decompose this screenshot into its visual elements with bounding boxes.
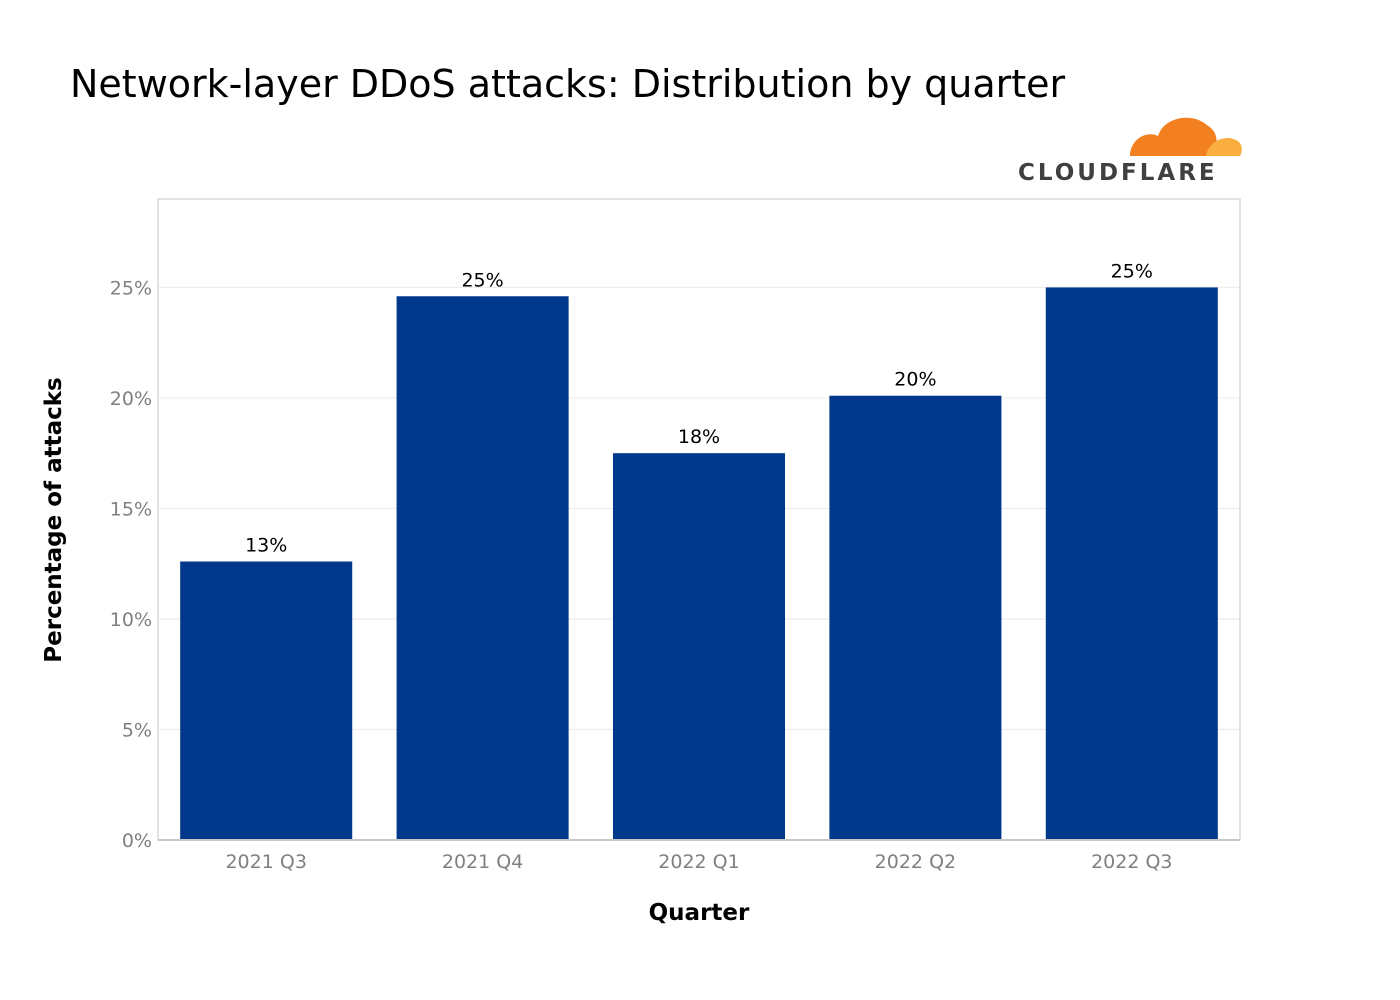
- y-tick-label: 5%: [122, 719, 152, 741]
- bar-data-label: 20%: [894, 369, 936, 391]
- bar-data-label: 25%: [1111, 260, 1153, 282]
- cloudflare-logo-text: CLOUDFLARE: [1018, 160, 1218, 186]
- y-tick-label: 15%: [110, 498, 152, 520]
- x-tick-label: 2022 Q3: [1091, 851, 1172, 873]
- bar-data-label: 25%: [461, 269, 503, 291]
- bar: [396, 296, 569, 841]
- y-axis-title: Percentage of attacks: [41, 377, 67, 662]
- y-tick-label: 10%: [110, 609, 152, 631]
- chart-title: Network-layer DDoS attacks: Distribution…: [70, 62, 1066, 106]
- x-tick-label: 2021 Q3: [225, 851, 306, 873]
- cloudflare-cloud-icon: [1130, 117, 1242, 156]
- bar: [829, 395, 1002, 840]
- y-tick-label: 25%: [110, 277, 152, 299]
- bar: [612, 453, 786, 840]
- bar: [1045, 287, 1218, 840]
- bar-labels: 13% 25% 18% 20% 25%: [245, 260, 1153, 556]
- x-axis-ticks: 2021 Q3 2021 Q4 2022 Q1 2022 Q2 2022 Q3: [225, 851, 1172, 873]
- x-tick-label: 2021 Q4: [442, 851, 523, 873]
- x-tick-label: 2022 Q2: [875, 851, 956, 873]
- bar-data-label: 13%: [245, 534, 287, 556]
- x-axis-title: Quarter: [649, 900, 750, 926]
- bars: [180, 287, 1218, 841]
- x-tick-label: 2022 Q1: [658, 851, 739, 873]
- y-tick-label: 20%: [110, 388, 152, 410]
- y-axis-ticks: 0% 5% 10% 15% 20% 25%: [110, 277, 152, 852]
- bar-data-label: 18%: [678, 426, 720, 448]
- cloud-main-shape: [1130, 117, 1217, 156]
- y-tick-label: 0%: [122, 830, 152, 852]
- bar: [180, 561, 353, 840]
- cloud-secondary-shape: [1206, 137, 1242, 156]
